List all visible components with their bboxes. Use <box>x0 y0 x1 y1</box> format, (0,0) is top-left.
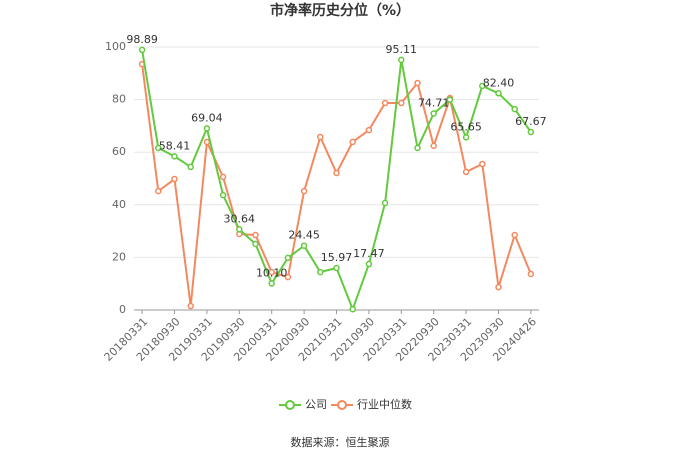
data-point <box>495 283 502 291</box>
data-point <box>236 226 243 233</box>
data-point <box>219 191 227 199</box>
data-point <box>203 125 211 132</box>
data-point <box>365 126 373 134</box>
y-tick-label: 0 <box>119 303 126 316</box>
data-point <box>300 187 308 195</box>
legend-item[interactable]: 公司 <box>279 398 327 411</box>
data-point <box>317 268 324 276</box>
y-tick-label: 100 <box>105 40 126 53</box>
data-point <box>365 260 373 268</box>
data-point <box>219 173 227 181</box>
data-point <box>462 134 470 141</box>
y-tick-label: 20 <box>112 250 126 263</box>
legend-item[interactable]: 行业中位数 <box>331 397 412 411</box>
data-label: 67.67 <box>515 115 547 128</box>
data-point <box>430 110 437 117</box>
data-label: 69.04 <box>191 111 223 124</box>
data-point <box>284 273 292 281</box>
data-point <box>511 231 518 239</box>
data-label: 15.97 <box>321 251 353 264</box>
data-point <box>430 142 437 150</box>
data-point <box>252 240 259 248</box>
data-point <box>414 144 421 152</box>
data-point <box>155 187 162 195</box>
data-label: 98.89 <box>126 33 158 46</box>
data-label: 95.11 <box>386 43 418 56</box>
data-point <box>495 90 502 97</box>
y-tick-label: 60 <box>112 145 126 158</box>
legend-label: 行业中位数 <box>357 397 412 411</box>
data-point <box>479 82 486 90</box>
data-point <box>398 99 405 107</box>
data-point <box>349 138 356 146</box>
data-point <box>284 254 292 262</box>
data-point <box>300 242 308 249</box>
data-point <box>527 270 535 278</box>
data-point <box>333 169 340 177</box>
data-point <box>171 175 178 183</box>
data-label: 74.71 <box>418 97 450 110</box>
data-point <box>252 231 259 239</box>
data-point <box>171 153 178 160</box>
data-label: 24.45 <box>288 229 320 242</box>
data-point <box>268 280 275 287</box>
data-label: 10.10 <box>256 266 288 279</box>
legend-label: 公司 <box>305 398 327 411</box>
legend-marker <box>337 400 347 410</box>
data-point <box>333 264 340 272</box>
chart-title: 市净率历史分位（%） <box>270 2 410 19</box>
data-point <box>187 163 194 171</box>
data-label: 65.65 <box>450 120 482 133</box>
legend-marker <box>285 400 295 410</box>
data-point <box>414 79 421 87</box>
data-point <box>381 199 389 207</box>
data-point <box>268 268 275 276</box>
data-label: 30.64 <box>224 212 256 225</box>
data-point <box>381 99 389 107</box>
data-point <box>446 96 454 103</box>
source-note: 数据来源：恒生聚源 <box>291 435 390 449</box>
data-point <box>138 46 146 54</box>
data-point <box>527 128 535 136</box>
data-point <box>462 168 470 176</box>
y-tick-label: 80 <box>112 93 126 106</box>
data-point <box>479 160 486 168</box>
data-point <box>398 56 405 64</box>
data-label: 82.40 <box>483 76 515 89</box>
data-label: 17.47 <box>353 247 385 260</box>
data-point <box>317 133 324 141</box>
y-tick-label: 40 <box>112 198 126 211</box>
data-point <box>349 305 356 313</box>
data-label: 58.41 <box>159 139 191 152</box>
data-point <box>155 144 162 152</box>
data-point <box>203 138 211 146</box>
data-point <box>187 302 194 310</box>
data-point <box>511 105 518 113</box>
